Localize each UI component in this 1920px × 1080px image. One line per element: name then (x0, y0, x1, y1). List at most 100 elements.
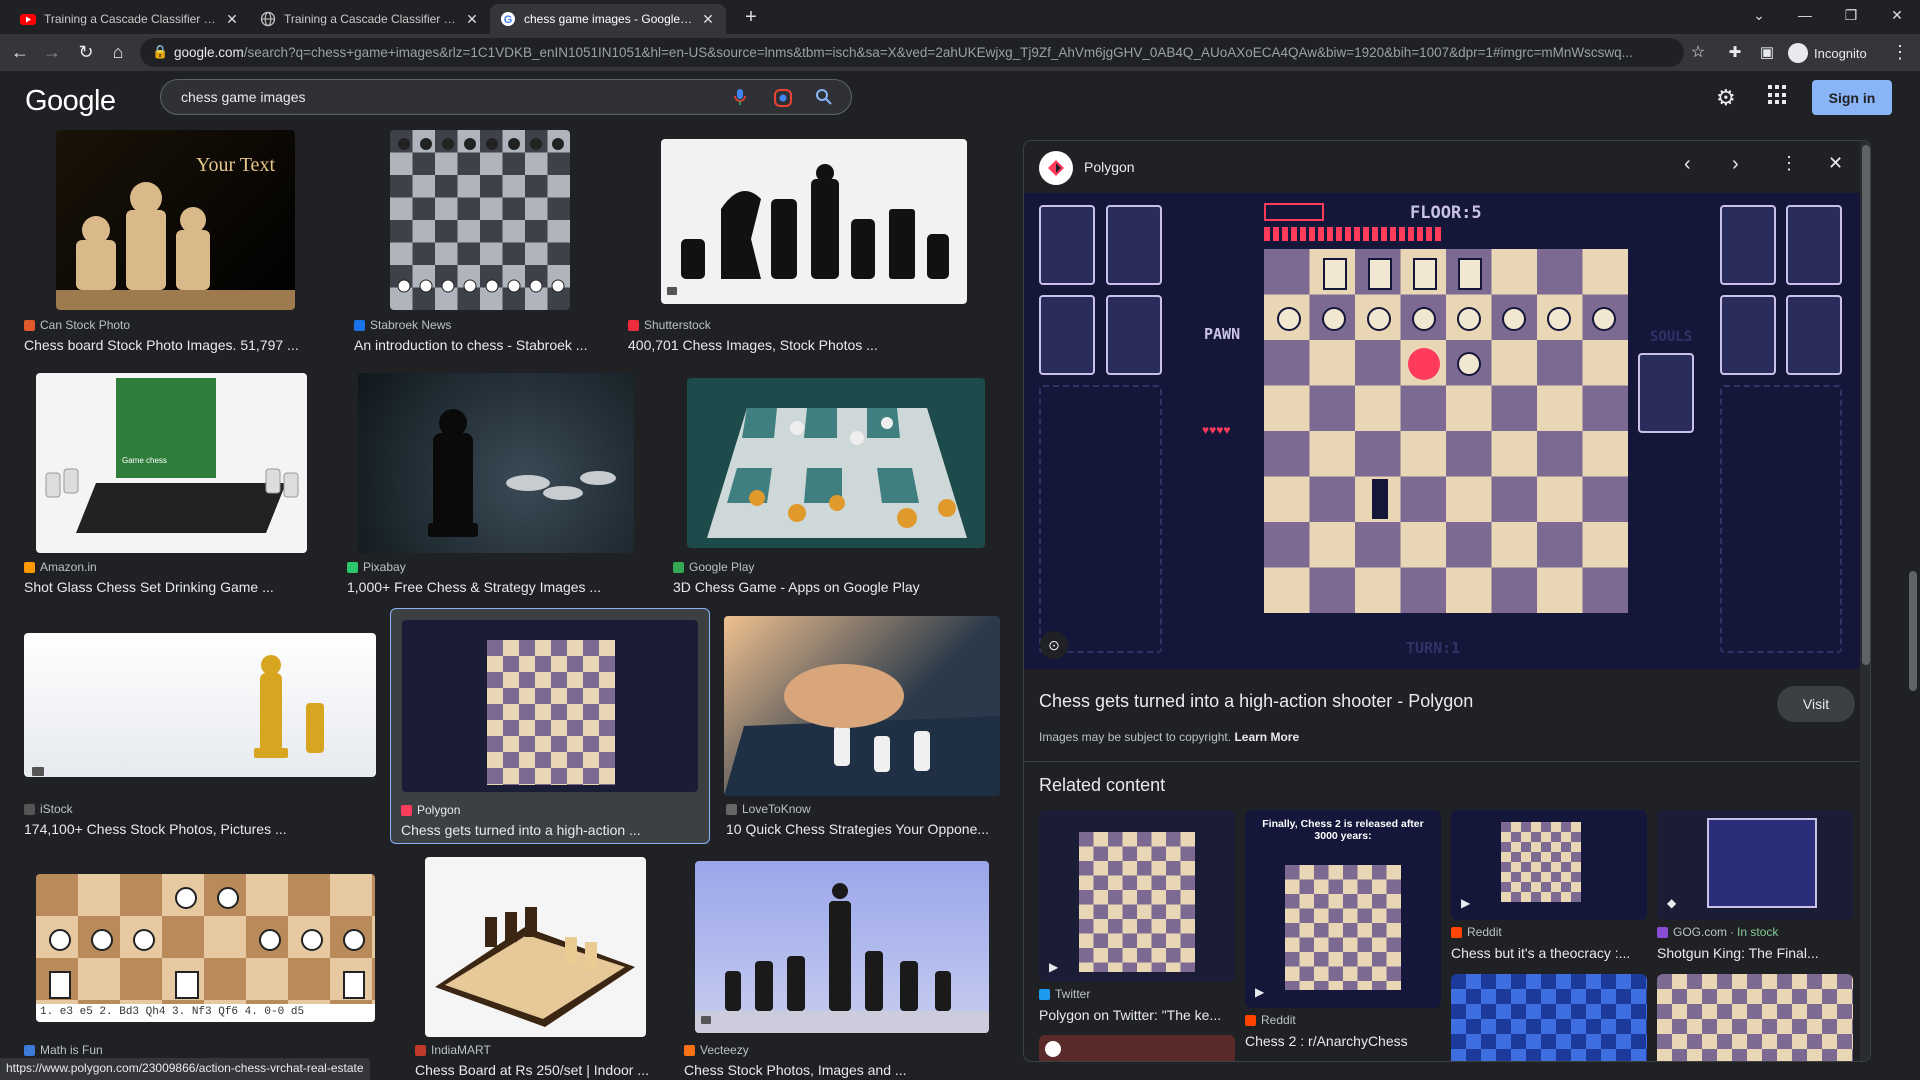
preview-image[interactable]: PAWN ♥♥♥♥ FLOOR:5 TURN:1 SOULS ⊙ (1024, 193, 1870, 669)
search-icon[interactable] (815, 88, 833, 109)
result-thumbnail[interactable] (402, 620, 698, 792)
visit-button[interactable]: Visit (1777, 686, 1855, 722)
settings-gear-icon[interactable]: ⚙ (1716, 85, 1736, 110)
result-caption[interactable]: An introduction to chess - Stabroek ... (354, 337, 588, 353)
close-panel-icon[interactable]: ✕ (1828, 153, 1844, 173)
lens-camera-icon[interactable] (773, 88, 793, 111)
result-source[interactable]: IndiaMART (415, 1043, 491, 1057)
result-thumbnail[interactable]: Your Text (56, 130, 295, 310)
maximize-button[interactable]: ❐ (1844, 6, 1858, 23)
related-caption[interactable]: Chess but it's a theocracy :... (1451, 945, 1631, 961)
back-button[interactable]: ← (11, 41, 29, 62)
scrollbar-thumb[interactable] (1909, 571, 1917, 691)
address-bar[interactable]: 🔒 google.com/search?q=chess+game+images&… (140, 38, 1684, 67)
scrollbar-thumb[interactable] (1862, 145, 1870, 665)
related-source[interactable]: Twitter (1039, 987, 1090, 1001)
close-tab-icon[interactable]: ✕ (466, 10, 478, 27)
related-caption[interactable]: Shotgun King: The Final... (1657, 945, 1819, 961)
related-thumbnail[interactable]: ▶ (1039, 810, 1235, 982)
result-caption[interactable]: 400,701 Chess Images, Stock Photos ... (628, 337, 878, 353)
result-card-selected[interactable]: Polygon Chess gets turned into a high-ac… (390, 608, 710, 844)
result-source[interactable]: Math is Fun (24, 1043, 103, 1057)
tab-3-active[interactable]: G chess game images - Google Sea ✕ (490, 4, 726, 34)
related-source[interactable]: Reddit (1245, 1013, 1296, 1027)
learn-more-link[interactable]: Learn More (1234, 730, 1300, 744)
close-tab-icon[interactable]: ✕ (702, 10, 714, 27)
result-caption[interactable]: 1,000+ Free Chess & Strategy Images ... (347, 579, 602, 595)
page-scrollbar[interactable] (1906, 71, 1920, 1061)
result-caption[interactable]: Chess Board at Rs 250/set | Indoor ... (415, 1062, 649, 1078)
close-tab-icon[interactable]: ✕ (226, 10, 238, 27)
extensions-icon[interactable]: ✚ (1728, 44, 1742, 61)
more-options-icon[interactable]: ⋮ (1780, 153, 1798, 173)
preview-title[interactable]: Chess gets turned into a high-action sho… (1039, 691, 1474, 711)
search-box[interactable]: chess game images (160, 79, 852, 115)
url-domain: google.com (174, 45, 244, 60)
forward-button[interactable]: → (43, 41, 61, 62)
result-thumbnail[interactable] (695, 861, 989, 1033)
hearts-icon: ♥♥♥♥ (1202, 423, 1231, 437)
result-thumbnail[interactable]: 1. e3 e5 2. Bd3 Qh4 3. Nf3 Qf6 4. 0-0 d5 (36, 874, 375, 1022)
related-thumbnail[interactable]: ◆ (1657, 810, 1853, 920)
next-image-icon[interactable]: › (1732, 153, 1739, 175)
close-window-button[interactable]: ✕ (1891, 6, 1903, 23)
result-source[interactable]: Can Stock Photo (24, 318, 130, 332)
related-source[interactable]: Reddit (1451, 925, 1502, 939)
result-thumbnail[interactable] (724, 616, 1000, 796)
polygon-logo-icon[interactable] (1039, 151, 1073, 185)
result-caption[interactable]: Chess board Stock Photo Images. 51,797 .… (24, 337, 299, 353)
panel-scrollbar[interactable] (1860, 141, 1870, 1061)
result-source[interactable]: LoveToKnow (726, 802, 811, 816)
result-caption[interactable]: 3D Chess Game - Apps on Google Play (673, 579, 920, 595)
result-thumbnail[interactable]: Game chess (36, 373, 307, 553)
result-caption[interactable]: Chess Stock Photos, Images and ... (684, 1062, 907, 1078)
result-source[interactable]: Pixabay (347, 560, 406, 574)
result-thumbnail[interactable] (390, 130, 570, 310)
menu-kebab-icon[interactable]: ⋮ (1891, 41, 1909, 62)
result-source[interactable]: iStock (24, 802, 73, 816)
related-thumbnail[interactable] (1657, 974, 1853, 1061)
apps-grid-icon[interactable] (1768, 85, 1788, 105)
related-caption[interactable]: Polygon on Twitter: "The ke... (1039, 1007, 1222, 1023)
result-caption[interactable]: Shot Glass Chess Set Drinking Game ... (24, 579, 274, 595)
preview-site-name[interactable]: Polygon (1084, 159, 1135, 175)
side-panel-icon[interactable]: ▣ (1759, 44, 1775, 61)
result-caption[interactable]: Chess gets turned into a high-action ... (401, 822, 641, 838)
sign-in-button[interactable]: Sign in (1812, 80, 1892, 115)
incognito-indicator[interactable]: Incognito (1788, 41, 1867, 65)
bookmark-star-icon[interactable]: ☆ (1690, 44, 1706, 61)
result-thumbnail[interactable] (425, 857, 646, 1037)
result-source[interactable]: Shutterstock (628, 318, 711, 332)
result-thumbnail[interactable] (358, 373, 634, 553)
new-tab-button[interactable]: + (745, 5, 757, 28)
related-thumbnail[interactable] (1039, 1035, 1235, 1061)
result-source[interactable]: Polygon (401, 803, 460, 817)
reload-button[interactable]: ↻ (78, 41, 94, 62)
related-source[interactable]: GOG.com · In stock (1657, 925, 1778, 939)
google-logo[interactable]: Google (25, 85, 116, 117)
tab-search-icon[interactable]: ⌄ (1753, 6, 1765, 23)
search-input[interactable]: chess game images (181, 89, 306, 105)
result-source[interactable]: Vecteezy (684, 1043, 749, 1057)
result-thumbnail[interactable] (687, 378, 985, 548)
tab-1[interactable]: Training a Cascade Classifier - Op ✕ (10, 4, 250, 34)
site-favicon (673, 561, 684, 573)
tab-2[interactable]: Training a Cascade Classifier - Le ✕ (250, 4, 490, 34)
result-source[interactable]: Amazon.in (24, 560, 97, 574)
related-thumbnail[interactable]: Finally, Chess 2 is released after 3000 … (1245, 810, 1441, 1008)
result-source[interactable]: Google Play (673, 560, 754, 574)
result-thumbnail[interactable] (661, 139, 967, 304)
mini-board (487, 640, 615, 785)
related-thumbnail[interactable]: ▶ (1451, 810, 1647, 920)
related-thumbnail[interactable] (1451, 974, 1647, 1061)
result-thumbnail[interactable] (24, 633, 376, 777)
related-caption[interactable]: Chess 2 : r/AnarchyChess (1245, 1033, 1408, 1049)
minimize-button[interactable]: — (1798, 7, 1812, 23)
result-caption[interactable]: 10 Quick Chess Strategies Your Oppone... (726, 821, 990, 837)
home-button[interactable]: ⌂ (112, 41, 124, 62)
mic-icon[interactable] (733, 88, 747, 109)
result-source[interactable]: Stabroek News (354, 318, 451, 332)
lens-search-icon[interactable]: ⊙ (1040, 631, 1068, 659)
prev-image-icon[interactable]: ‹ (1684, 153, 1691, 175)
result-caption[interactable]: 174,100+ Chess Stock Photos, Pictures ..… (24, 821, 287, 837)
